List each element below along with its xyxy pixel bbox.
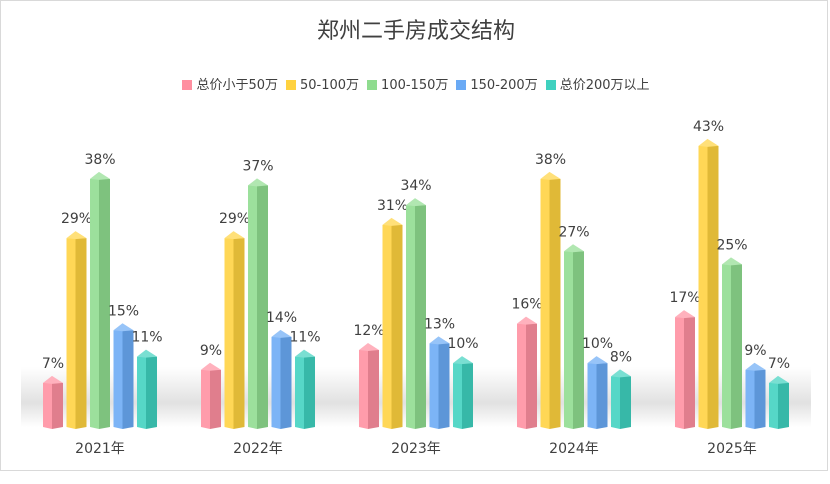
- data-label: 27%: [558, 224, 589, 240]
- legend-label: 50-100万: [300, 78, 360, 93]
- legend-label: 总价小于50万: [196, 78, 278, 93]
- bar-2-3: [429, 336, 450, 429]
- bar-2-2: [406, 198, 426, 429]
- data-label: 9%: [200, 343, 222, 359]
- data-label: 34%: [400, 178, 431, 194]
- bar-2-4: [453, 356, 473, 429]
- data-label: 37%: [242, 158, 273, 174]
- data-label: 31%: [377, 198, 408, 214]
- bar-4-1: [698, 138, 719, 429]
- bar-0-3: [113, 323, 134, 429]
- bar-0-4: [137, 349, 157, 429]
- bar-1-4: [295, 349, 315, 429]
- category-label: 2022年: [233, 441, 283, 457]
- category-label: 2021年: [75, 441, 125, 457]
- legend-label: 总价200万以上: [559, 78, 650, 93]
- legend-item-1: 50-100万: [286, 74, 359, 93]
- legend-swatch: [545, 80, 556, 90]
- bar-3-3: [587, 356, 608, 429]
- data-label: 29%: [219, 211, 250, 227]
- bar-4-3: [745, 362, 766, 429]
- bar-1-3: [271, 329, 292, 429]
- legend: 总价小于50万 50-100万 100-150万 150-200万 总价200万以上: [1, 74, 830, 93]
- plot-area: 7% 29% 38% 15% 11% 2021年 9% 29% 37% 14% 11% 2022年 12…: [21, 119, 811, 457]
- data-label: 13%: [424, 316, 455, 332]
- bar-2-0: [359, 343, 379, 429]
- legend-swatch: [286, 80, 296, 90]
- data-label: 38%: [84, 152, 115, 168]
- legend-item-3: 150-200万: [456, 74, 538, 93]
- bar-1-0: [201, 362, 221, 429]
- data-label: 11%: [289, 330, 320, 346]
- data-label: 7%: [768, 356, 790, 372]
- bar-4-4: [769, 375, 789, 429]
- bar-1-1: [224, 231, 245, 429]
- category-label: 2024年: [549, 441, 599, 457]
- bar-3-2: [564, 244, 584, 429]
- bar-0-1: [66, 231, 87, 429]
- legend-swatch: [456, 80, 467, 90]
- data-label: 15%: [108, 303, 139, 319]
- data-label: 11%: [131, 330, 162, 346]
- data-label: 12%: [353, 323, 384, 339]
- data-label: 43%: [693, 119, 724, 135]
- data-label: 29%: [61, 211, 92, 227]
- bar-3-4: [611, 369, 631, 429]
- legend-item-2: 100-150万: [367, 74, 448, 93]
- category-label: 2025年: [707, 441, 757, 457]
- bar-2-1: [382, 217, 403, 429]
- data-label: 14%: [266, 310, 297, 326]
- data-label: 10%: [447, 336, 478, 352]
- data-label: 9%: [744, 343, 766, 359]
- data-label: 8%: [610, 349, 632, 365]
- category-label: 2023年: [391, 441, 441, 457]
- legend-label: 150-200万: [470, 78, 538, 93]
- data-label: 38%: [535, 152, 566, 168]
- bar-4-0: [675, 310, 695, 429]
- data-label: 7%: [42, 356, 64, 372]
- chart-title: 郑州二手房成交结构: [316, 19, 515, 44]
- data-label: 25%: [716, 237, 747, 253]
- legend-label: 100-150万: [381, 78, 449, 93]
- bar-4-2: [722, 257, 742, 429]
- legend-item-0: 总价小于50万: [182, 74, 278, 93]
- chart-frame: 郑州二手房成交结构 总价小于50万 50-100万 100-150万 150-200万…: [0, 0, 828, 471]
- bar-0-2: [90, 171, 110, 429]
- data-label: 16%: [511, 297, 542, 313]
- bar-3-0: [517, 316, 537, 429]
- data-label: 10%: [582, 336, 613, 352]
- legend-item-4: 总价200万以上: [545, 74, 650, 93]
- bar-0-0: [43, 375, 63, 429]
- data-label: 17%: [669, 290, 700, 306]
- bar-3-1: [540, 171, 561, 429]
- legend-swatch: [367, 80, 378, 90]
- legend-swatch: [182, 80, 193, 90]
- bar-1-2: [248, 178, 268, 429]
